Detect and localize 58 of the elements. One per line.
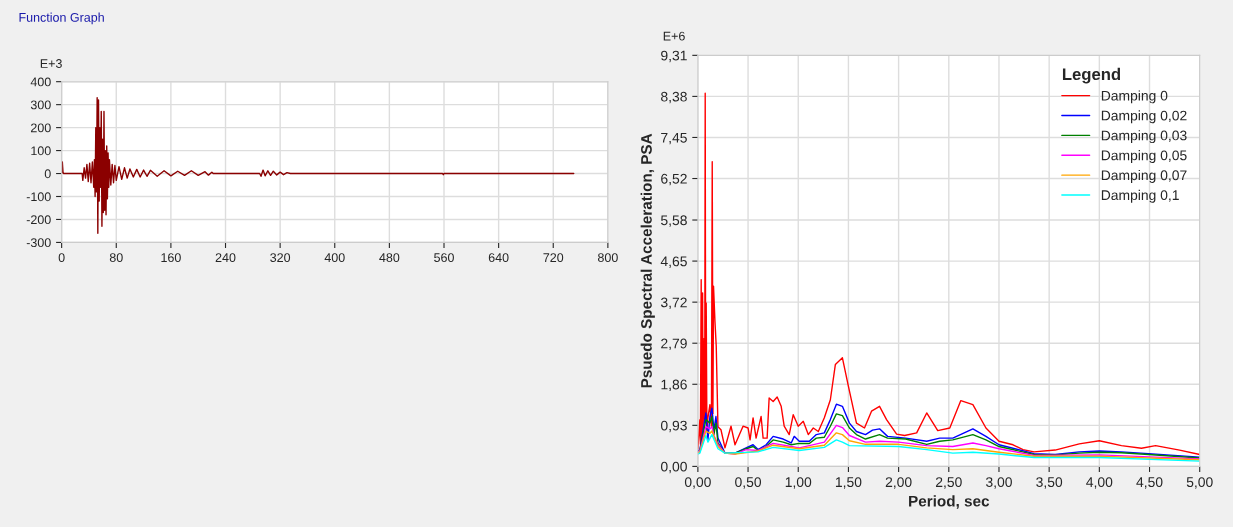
y-tick-label: 4,65 — [660, 256, 687, 268]
legend-title: Legend — [1062, 67, 1121, 84]
y-tick-label: 7,45 — [661, 132, 687, 145]
x-tick-label: 480 — [379, 253, 400, 263]
line-series — [697, 413, 1200, 459]
x-tick-label: 560 — [434, 253, 454, 263]
y-tick-label: 0,00 — [660, 461, 687, 474]
y-tick-label: 8,38 — [661, 91, 687, 104]
y-tick-label: 300 — [30, 100, 51, 110]
chart-title: Function Graph — [19, 12, 104, 25]
x-tick-label: 160 — [161, 253, 181, 263]
x-tick-label: 0,00 — [684, 477, 711, 489]
x-tick-label: 0 — [58, 253, 65, 263]
legend-label: Damping 0,07 — [1101, 169, 1187, 183]
x-tick-label: 240 — [215, 253, 236, 263]
y-tick-label: 2,79 — [661, 338, 687, 351]
x-tick-label: 4,50 — [1136, 477, 1163, 489]
x-tick-label: 0,50 — [735, 477, 762, 489]
y-tick-label: 100 — [31, 146, 51, 156]
x-tick-label: 1,50 — [835, 477, 862, 489]
x-tick-label: 1,00 — [785, 477, 812, 489]
line-series — [61, 97, 575, 234]
legend-label: Damping 0,05 — [1101, 150, 1187, 164]
x-tick-label: 400 — [324, 253, 345, 263]
x-tick-label: 5,00 — [1186, 477, 1213, 489]
y-tick-label: 9,31 — [661, 50, 687, 63]
legend-label: Damping 0,02 — [1101, 110, 1187, 124]
x-tick-label: 3,00 — [985, 477, 1012, 489]
y-tick-label: 5,58 — [660, 215, 687, 227]
y-tick-label: -300 — [26, 238, 51, 248]
line-series — [697, 92, 1200, 456]
line-series — [697, 403, 1200, 458]
x-tick-label: 800 — [597, 253, 618, 263]
legend-label: Damping 0,03 — [1101, 130, 1187, 144]
x-tick-label: 2,00 — [885, 477, 912, 489]
y-axis-title: Psuedo Spectral Acceleration, PSA — [640, 133, 655, 388]
text: E+3 — [40, 59, 62, 68]
x-tick-label: 80 — [109, 253, 123, 263]
x-tick-label: 640 — [488, 253, 509, 263]
x-tick-label: 320 — [270, 253, 291, 263]
y-tick-label: 200 — [31, 123, 51, 133]
y-tick-label: 0 — [44, 169, 51, 179]
y-tick-label: -200 — [26, 215, 51, 225]
legend-label: Damping 0 — [1101, 90, 1168, 104]
y-tick-label: 1,86 — [661, 379, 687, 392]
x-tick-label: 3,50 — [1036, 477, 1063, 489]
x-tick-label: 720 — [543, 253, 564, 263]
text: E+6 — [663, 31, 685, 41]
x-tick-label: 4,00 — [1086, 477, 1113, 489]
y-tick-label: 3,72 — [660, 297, 687, 309]
y-tick-label: 400 — [30, 77, 51, 87]
y-tick-label: -100 — [26, 192, 51, 202]
y-tick-label: 6,52 — [661, 173, 687, 186]
x-tick-label: 2,50 — [935, 477, 962, 489]
line-series — [697, 424, 1200, 460]
y-tick-label: 0,93 — [660, 420, 687, 433]
legend-label: Damping 0,1 — [1101, 189, 1179, 203]
x-axis-title: Period, sec — [909, 495, 990, 509]
